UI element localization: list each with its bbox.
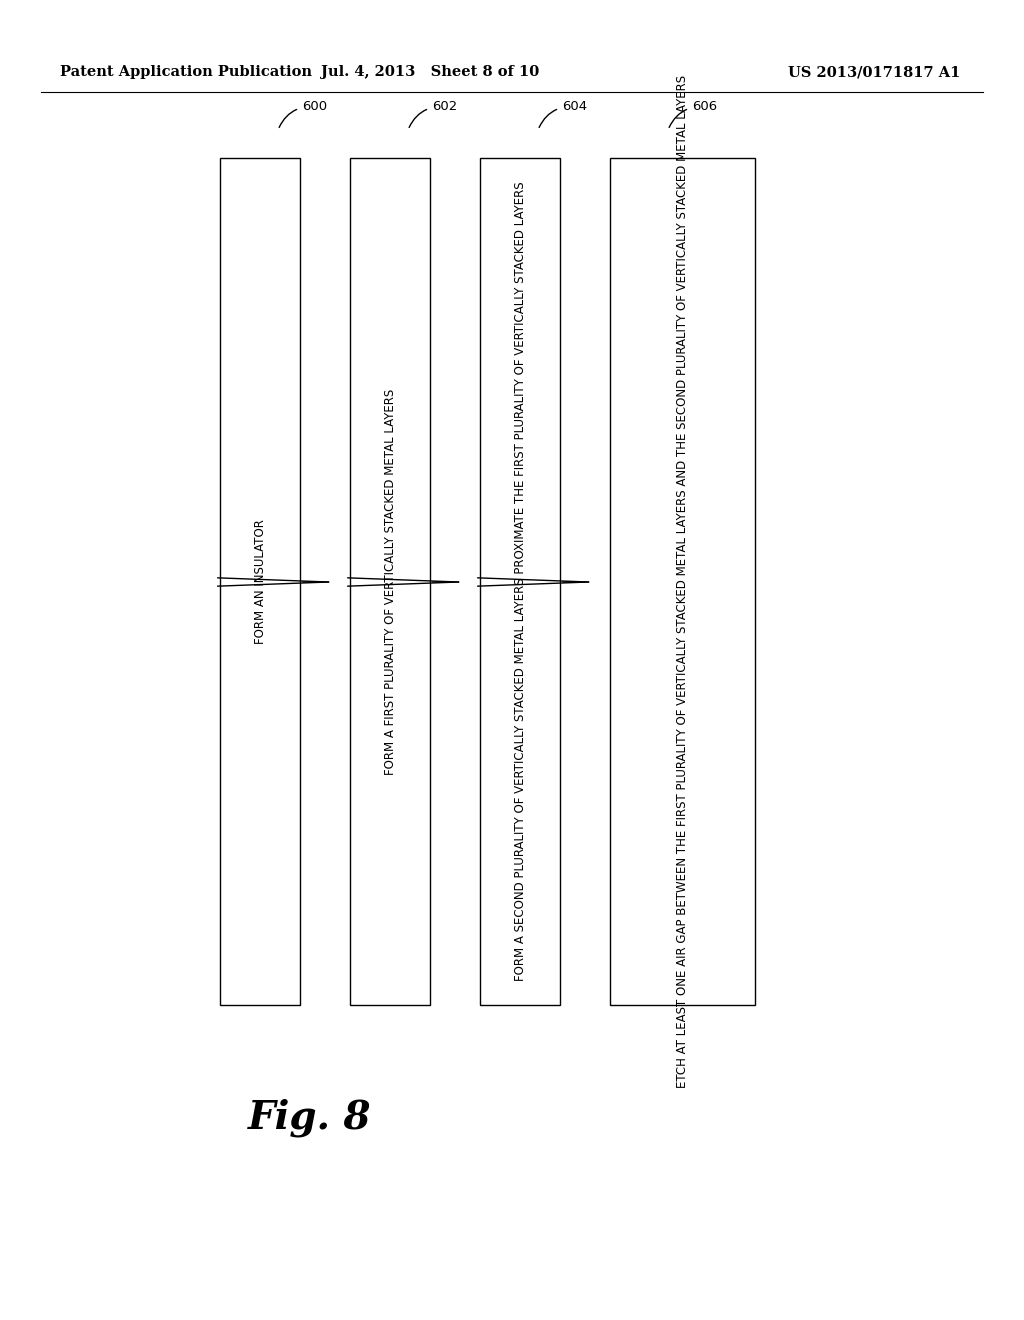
Text: FORM A FIRST PLURALITY OF VERTICALLY STACKED METAL LAYERS: FORM A FIRST PLURALITY OF VERTICALLY STA… — [384, 388, 396, 775]
Text: Fig. 8: Fig. 8 — [248, 1098, 372, 1138]
Text: 602: 602 — [410, 100, 458, 128]
Text: 604: 604 — [539, 100, 587, 128]
Bar — [480, 158, 560, 1005]
Text: 606: 606 — [669, 100, 717, 128]
Text: ETCH AT LEAST ONE AIR GAP BETWEEN THE FIRST PLURALITY OF VERTICALLY STACKED META: ETCH AT LEAST ONE AIR GAP BETWEEN THE FI… — [676, 75, 689, 1088]
Bar — [610, 158, 755, 1005]
Bar — [220, 158, 300, 1005]
Text: Jul. 4, 2013   Sheet 8 of 10: Jul. 4, 2013 Sheet 8 of 10 — [321, 65, 539, 79]
Text: FORM AN INSULATOR: FORM AN INSULATOR — [254, 519, 266, 644]
Text: US 2013/0171817 A1: US 2013/0171817 A1 — [787, 65, 961, 79]
Text: Patent Application Publication: Patent Application Publication — [60, 65, 312, 79]
Bar — [350, 158, 430, 1005]
Text: 600: 600 — [280, 100, 327, 128]
Text: FORM A SECOND PLURALITY OF VERTICALLY STACKED METAL LAYERS PROXIMATE THE FIRST P: FORM A SECOND PLURALITY OF VERTICALLY ST… — [513, 182, 526, 981]
